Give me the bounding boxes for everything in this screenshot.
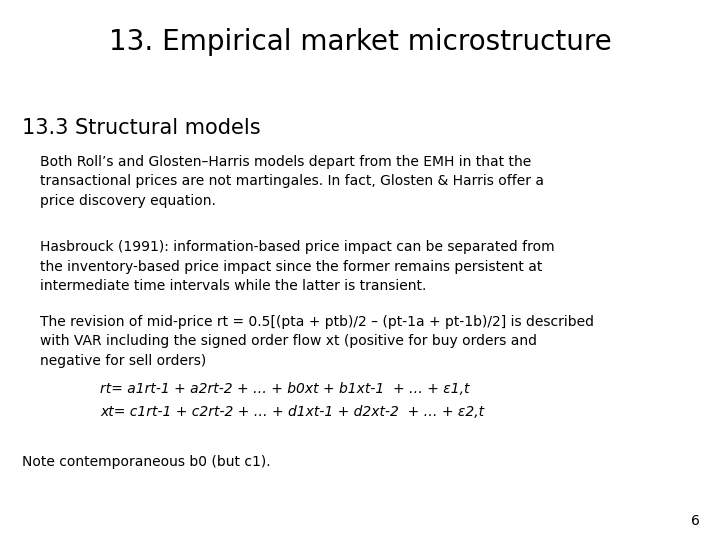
Text: 13.3 Structural models: 13.3 Structural models <box>22 118 261 138</box>
Text: rt= a1rt-1 + a2rt-2 + … + b0xt + b1xt-1  + … + ε1,t: rt= a1rt-1 + a2rt-2 + … + b0xt + b1xt-1 … <box>100 382 469 396</box>
Text: xt= c1rt-1 + c2rt-2 + … + d1xt-1 + d2xt-2  + … + ε2,t: xt= c1rt-1 + c2rt-2 + … + d1xt-1 + d2xt-… <box>100 405 484 419</box>
Text: The revision of mid-price rt = 0.5[(pta + ptb)/2 – (pt-1a + pt-1b)/2] is describ: The revision of mid-price rt = 0.5[(pta … <box>40 315 594 368</box>
Text: Note contemporaneous b0 (but c1).: Note contemporaneous b0 (but c1). <box>22 455 271 469</box>
Text: 13. Empirical market microstructure: 13. Empirical market microstructure <box>109 28 611 56</box>
Text: Both Roll’s and Glosten–Harris models depart from the EMH in that the
transactio: Both Roll’s and Glosten–Harris models de… <box>40 155 544 208</box>
Text: 6: 6 <box>691 514 700 528</box>
Text: Hasbrouck (1991): information-based price impact can be separated from
the inven: Hasbrouck (1991): information-based pric… <box>40 240 554 293</box>
